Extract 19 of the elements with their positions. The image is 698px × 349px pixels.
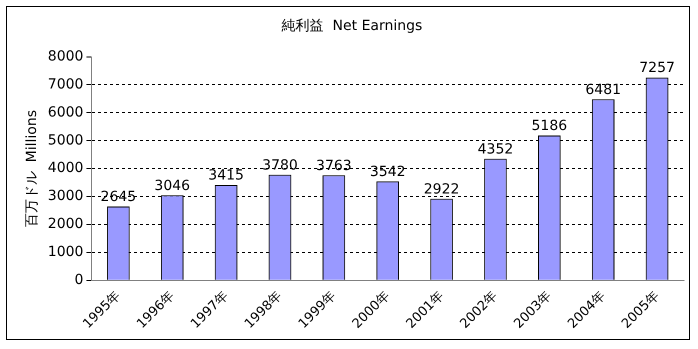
y-tick-label: 2000 bbox=[48, 216, 84, 232]
chart-title: 純利益 Net Earnings bbox=[282, 18, 422, 34]
data-label: 7257 bbox=[639, 60, 675, 76]
y-tick-label: 8000 bbox=[48, 48, 84, 64]
data-label: 3046 bbox=[154, 178, 190, 194]
data-label: 3415 bbox=[208, 168, 244, 184]
y-tick-label: 1000 bbox=[48, 244, 84, 260]
y-tick-label: 3000 bbox=[48, 188, 84, 204]
y-tick-label: 4000 bbox=[48, 160, 84, 176]
data-label: 2922 bbox=[424, 181, 460, 198]
data-label: 3542 bbox=[370, 164, 406, 180]
data-label: 5186 bbox=[532, 118, 568, 134]
data-label: 4352 bbox=[478, 141, 514, 158]
y-tick-label: 7000 bbox=[48, 76, 84, 92]
y-tick-label: 5000 bbox=[48, 132, 84, 148]
y-axis-title: 百万ドル Millions bbox=[24, 110, 40, 228]
y-tick-label: 6000 bbox=[48, 104, 84, 120]
y-tick-label: 0 bbox=[74, 272, 84, 288]
data-label: 3763 bbox=[316, 158, 352, 174]
